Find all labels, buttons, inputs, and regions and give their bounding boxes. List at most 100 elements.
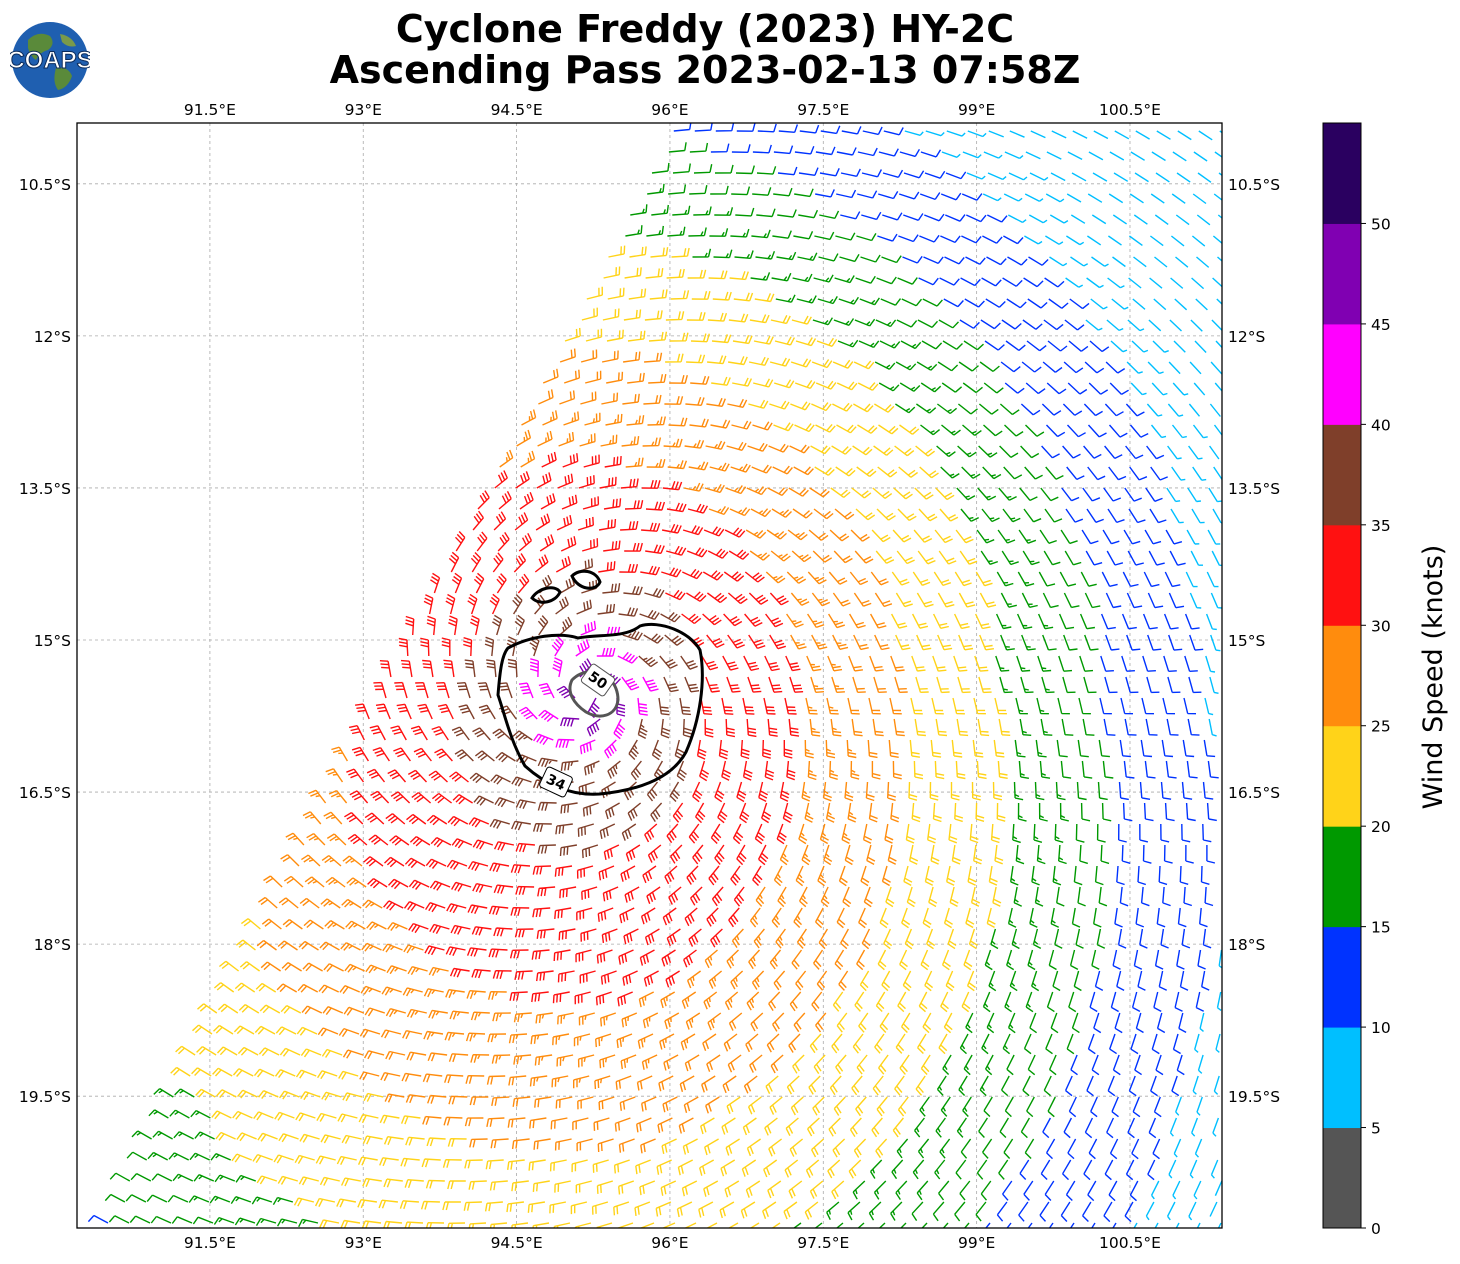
wind-barb xyxy=(660,718,671,739)
wind-barb xyxy=(771,508,792,518)
wind-barb xyxy=(853,634,869,651)
wind-barb xyxy=(1143,571,1160,588)
wind-barb xyxy=(1054,928,1063,949)
wind-barb xyxy=(558,432,575,447)
wind-barb xyxy=(664,396,684,405)
wind-barb xyxy=(1132,1096,1141,1118)
wind-barb xyxy=(1041,403,1062,416)
wind-barb xyxy=(1084,592,1101,609)
wind-barb xyxy=(704,949,718,969)
wind-barb xyxy=(669,332,689,342)
wind-barb xyxy=(1188,1201,1197,1221)
wind-barb xyxy=(386,965,407,975)
wind-barb xyxy=(621,823,637,841)
wind-barb xyxy=(741,1159,757,1177)
wind-barb xyxy=(1131,991,1141,1013)
wind-barb xyxy=(551,636,564,657)
wind-barb xyxy=(494,470,508,489)
wind-barb xyxy=(670,844,683,864)
wind-barb xyxy=(671,247,690,258)
wind-barb xyxy=(379,1114,400,1124)
wind-barb xyxy=(1155,1054,1164,1076)
wind-barb xyxy=(1083,1159,1093,1181)
wind-barb xyxy=(666,928,681,947)
wind-barb xyxy=(582,802,599,817)
wind-barb xyxy=(1000,592,1017,608)
wind-barb xyxy=(564,327,581,342)
wind-barb xyxy=(684,676,700,693)
wind-barb xyxy=(705,1222,718,1228)
wind-barb xyxy=(1192,1075,1199,1095)
wind-barb xyxy=(963,1222,970,1228)
wind-barb xyxy=(278,1133,299,1143)
wind-barb xyxy=(1048,1222,1054,1228)
wind-barb xyxy=(811,991,823,1012)
wind-barb xyxy=(791,949,803,970)
wind-barb xyxy=(713,249,733,259)
wind-barb xyxy=(281,962,302,972)
wind-barb xyxy=(472,839,494,850)
wind-barb xyxy=(1213,193,1222,201)
wind-barb xyxy=(469,1096,489,1106)
wind-barb xyxy=(1085,550,1103,566)
wind-barb xyxy=(1100,844,1110,865)
wind-barb xyxy=(260,961,281,972)
wind-barb xyxy=(448,1095,468,1105)
wind-barb xyxy=(787,529,808,541)
wind-barb xyxy=(189,1152,210,1161)
lon-tick-label-bottom: 91.5°E xyxy=(184,1234,236,1252)
wind-barb xyxy=(506,636,517,657)
wind-barb xyxy=(883,127,904,136)
wind-barb xyxy=(600,434,618,447)
wind-barb xyxy=(357,1199,378,1209)
wind-barb xyxy=(1145,1201,1155,1221)
wind-barb xyxy=(1090,298,1108,310)
wind-barb xyxy=(861,928,871,950)
wind-barb xyxy=(1181,781,1193,800)
wind-barb xyxy=(769,357,791,367)
wind-barb xyxy=(1175,1096,1182,1116)
wind-barb xyxy=(1051,130,1067,139)
wind-barb xyxy=(536,970,554,982)
wind-barb xyxy=(1192,466,1207,481)
wind-barb xyxy=(1094,970,1104,992)
wind-barb xyxy=(898,466,919,478)
wind-barb xyxy=(321,1091,342,1101)
wind-barb xyxy=(746,718,757,738)
wind-barb xyxy=(512,730,533,741)
wind-barb xyxy=(670,290,690,300)
wind-barb xyxy=(622,393,640,405)
wind-barb xyxy=(320,898,341,909)
wind-barb xyxy=(669,781,680,802)
lat-tick-label-right: 16.5°S xyxy=(1228,784,1280,802)
wind-barb xyxy=(1020,403,1041,416)
wind-barb xyxy=(342,1049,364,1059)
wind-barb xyxy=(790,401,811,411)
wind-barb xyxy=(954,802,964,823)
wind-barb xyxy=(874,361,896,370)
wind-barb xyxy=(1032,928,1042,950)
wind-barb xyxy=(511,820,531,831)
wind-barb xyxy=(556,1054,574,1067)
wind-barb xyxy=(344,811,364,825)
wind-barb xyxy=(302,811,322,825)
wind-barb xyxy=(914,718,926,737)
wind-barb xyxy=(1188,445,1203,460)
wind-barb xyxy=(421,1158,441,1168)
wind-barb xyxy=(1181,823,1191,843)
wind-barb xyxy=(769,400,790,410)
wind-barb xyxy=(745,1033,759,1053)
wind-barb xyxy=(618,1138,635,1153)
wind-barb xyxy=(897,277,918,285)
wind-barb xyxy=(767,718,778,737)
wind-barb xyxy=(623,585,643,596)
wind-barb xyxy=(894,1075,905,1096)
wind-barb xyxy=(750,1012,764,1032)
wind-barb xyxy=(748,399,769,409)
wind-barb xyxy=(722,655,739,671)
wind-barb xyxy=(962,424,982,436)
wind-barb xyxy=(1031,865,1040,886)
wind-barb xyxy=(746,991,760,1011)
wind-barb xyxy=(1016,655,1031,672)
wind-barb xyxy=(876,276,897,285)
